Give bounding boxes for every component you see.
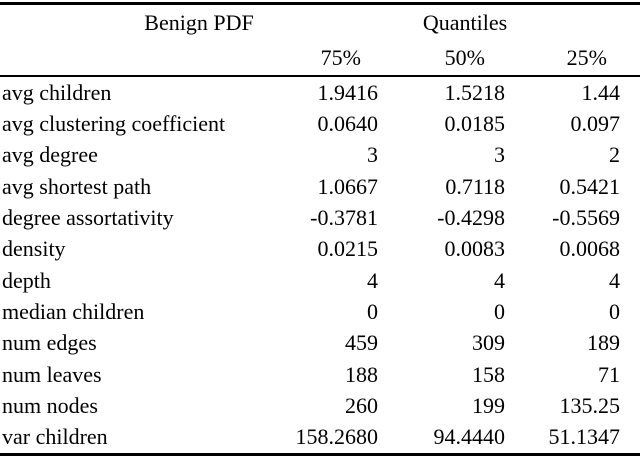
bottom-rule [0, 452, 640, 456]
value-50: 4 [494, 267, 505, 293]
table-body: avg children 1.9416 1.5218 1.44 avg clus… [0, 77, 640, 453]
value-50: -0.4298 [437, 204, 505, 230]
value-50: 309 [472, 330, 505, 356]
value-50: 0.7118 [445, 173, 505, 199]
table-row: avg degree 3 3 2 [0, 140, 640, 171]
value-75: 4 [367, 267, 378, 293]
metric-label: avg shortest path [2, 173, 152, 199]
value-25: 1.44 [581, 79, 621, 105]
value-25: 0 [609, 298, 620, 324]
value-75: 0.0640 [317, 110, 379, 136]
value-25: 0.5421 [559, 173, 621, 199]
mid-rule [0, 75, 640, 77]
metric-label: num edges [2, 330, 97, 356]
value-25: 135.25 [559, 392, 621, 418]
value-50: 94.4440 [433, 424, 506, 450]
value-50: 0.0185 [444, 110, 506, 136]
metric-label: degree assortativity [2, 204, 174, 230]
value-25: -0.5569 [552, 204, 620, 230]
group-header-benign-pdf: Benign PDF [144, 9, 254, 35]
table-row: density 0.0215 0.0083 0.0068 [0, 234, 640, 265]
group-header-quantiles: Quantiles [422, 9, 508, 35]
value-75: 158.2680 [295, 424, 379, 450]
metric-label: avg degree [2, 142, 98, 168]
value-50: 199 [472, 392, 505, 418]
value-25: 2 [609, 142, 620, 168]
table-column-header-row: 75% 50% 25% [0, 40, 640, 75]
table-row: avg shortest path 1.0667 0.7118 0.5421 [0, 171, 640, 202]
metric-label: avg clustering coefficient [2, 110, 226, 136]
value-75: -0.3781 [310, 204, 378, 230]
value-75: 0.0215 [317, 236, 379, 262]
value-75: 188 [345, 361, 378, 387]
value-50: 158 [472, 361, 505, 387]
value-75: 0 [367, 298, 378, 324]
metric-label: num nodes [2, 392, 98, 418]
table-row: median children 0 0 0 [0, 296, 640, 327]
value-75: 260 [345, 392, 378, 418]
metric-label: var children [2, 424, 108, 450]
value-75: 1.0667 [317, 173, 379, 199]
value-50: 0.0083 [444, 236, 506, 262]
table-row: degree assortativity -0.3781 -0.4298 -0.… [0, 202, 640, 233]
column-header-50: 50% [444, 44, 485, 70]
value-25: 4 [609, 267, 620, 293]
metric-label: median children [2, 298, 145, 324]
value-50: 3 [494, 142, 505, 168]
metric-label: depth [2, 267, 51, 293]
value-25: 189 [587, 330, 620, 356]
column-header-25: 25% [566, 44, 607, 70]
table-row: avg children 1.9416 1.5218 1.44 [0, 77, 640, 108]
value-75: 1.9416 [317, 79, 379, 105]
value-75: 459 [345, 330, 378, 356]
table-group-header-row: Benign PDF Quantiles [0, 5, 640, 40]
value-25: 51.1347 [548, 424, 621, 450]
table-row: num leaves 188 158 71 [0, 359, 640, 390]
value-25: 71 [598, 361, 620, 387]
top-rule [0, 2, 640, 5]
table-row: num edges 459 309 189 [0, 328, 640, 359]
metric-label: num leaves [2, 361, 102, 387]
metric-label: density [2, 236, 66, 262]
value-75: 3 [367, 142, 378, 168]
table-row: var children 158.2680 94.4440 51.1347 [0, 422, 640, 453]
table-row: avg clustering coefficient 0.0640 0.0185… [0, 108, 640, 139]
table-row: depth 4 4 4 [0, 265, 640, 296]
value-50: 0 [494, 298, 505, 324]
value-25: 0.097 [570, 110, 621, 136]
metric-label: avg children [2, 79, 112, 105]
table-row: num nodes 260 199 135.25 [0, 390, 640, 421]
column-header-75: 75% [320, 44, 361, 70]
value-25: 0.0068 [559, 236, 621, 262]
value-50: 1.5218 [444, 79, 506, 105]
